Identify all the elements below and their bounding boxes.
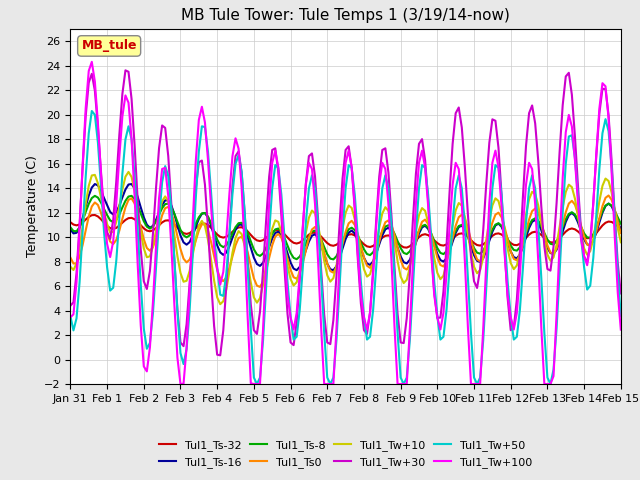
Line: Tul1_Tw+10: Tul1_Tw+10 xyxy=(70,172,621,304)
Tul1_Tw+100 xyxy=(528,166,536,172)
Tul1_Tw+30 xyxy=(335,222,343,228)
Line: Tul1_Ts-8: Tul1_Ts-8 xyxy=(70,196,621,259)
Tul1_Tw+50 xyxy=(152,265,160,271)
Line: Tul1_Tw+50: Tul1_Tw+50 xyxy=(70,111,621,384)
Tul1_Tw+100 xyxy=(225,191,233,197)
Tul1_Ts0 xyxy=(335,254,343,260)
Tul1_Ts-32 xyxy=(115,223,123,228)
Tul1_Ts-8 xyxy=(617,221,625,227)
Tul1_Tw+10 xyxy=(152,228,160,234)
Tul1_Tw+50 xyxy=(335,285,343,291)
Tul1_Ts0 xyxy=(605,192,612,198)
Tul1_Tw+50 xyxy=(617,313,625,319)
Tul1_Tw+30 xyxy=(528,103,536,108)
Tul1_Ts-8 xyxy=(339,239,346,245)
Line: Tul1_Ts0: Tul1_Ts0 xyxy=(70,195,621,287)
Tul1_Tw+10 xyxy=(125,169,132,175)
Tul1_Ts-8 xyxy=(335,247,343,253)
Tul1_Tw+10 xyxy=(113,219,120,225)
Tul1_Ts-16 xyxy=(91,181,99,187)
Tul1_Ts-16 xyxy=(339,246,346,252)
Tul1_Tw+100 xyxy=(67,314,74,320)
Tul1_Tw+10 xyxy=(335,244,343,250)
Y-axis label: Temperature (C): Temperature (C) xyxy=(26,156,38,257)
Tul1_Ts-16 xyxy=(330,267,337,273)
Tul1_Tw+50 xyxy=(253,381,260,387)
Tul1_Tw+30 xyxy=(152,185,160,191)
Line: Tul1_Ts-16: Tul1_Ts-16 xyxy=(70,184,621,270)
Tul1_Ts0 xyxy=(333,264,340,270)
Tul1_Tw+100 xyxy=(339,200,346,206)
Tul1_Ts-8 xyxy=(152,218,160,224)
Tul1_Tw+30 xyxy=(67,303,74,309)
Tul1_Tw+30 xyxy=(216,352,224,358)
Tul1_Ts-16 xyxy=(528,219,536,225)
Tul1_Ts-32 xyxy=(333,242,340,248)
Tul1_Ts-16 xyxy=(67,227,74,232)
Tul1_Ts-32 xyxy=(223,234,230,240)
Tul1_Ts-16 xyxy=(617,227,625,232)
Tul1_Ts-32 xyxy=(335,240,343,245)
Tul1_Tw+100 xyxy=(88,59,95,65)
Tul1_Ts0 xyxy=(525,216,533,222)
Tul1_Tw+30 xyxy=(225,230,233,236)
Tul1_Tw+100 xyxy=(335,260,343,266)
Tul1_Tw+100 xyxy=(617,327,625,333)
Tul1_Ts-16 xyxy=(223,250,230,255)
Tul1_Tw+50 xyxy=(115,216,123,222)
Tul1_Ts-8 xyxy=(67,225,74,230)
Tul1_Tw+10 xyxy=(617,240,625,245)
Tul1_Tw+10 xyxy=(339,225,346,231)
Tul1_Tw+50 xyxy=(223,270,230,276)
Tul1_Tw+30 xyxy=(113,179,120,184)
Tul1_Tw+100 xyxy=(177,381,184,387)
Tul1_Tw+30 xyxy=(617,290,625,296)
Tul1_Tw+100 xyxy=(115,154,123,160)
Tul1_Ts-8 xyxy=(115,212,123,217)
Tul1_Tw+10 xyxy=(67,264,74,270)
Tul1_Ts0 xyxy=(113,237,120,243)
Line: Tul1_Tw+30: Tul1_Tw+30 xyxy=(70,71,621,355)
Tul1_Ts-8 xyxy=(330,256,337,262)
Tul1_Tw+50 xyxy=(88,108,95,114)
Tul1_Tw+30 xyxy=(339,176,346,181)
Tul1_Tw+50 xyxy=(67,313,74,319)
Tul1_Ts-16 xyxy=(152,217,160,223)
Tul1_Tw+10 xyxy=(225,269,233,275)
Tul1_Tw+10 xyxy=(528,189,536,195)
Text: MB_tule: MB_tule xyxy=(81,39,137,52)
Tul1_Tw+50 xyxy=(339,230,346,236)
Line: Tul1_Tw+100: Tul1_Tw+100 xyxy=(70,62,621,384)
Tul1_Ts-32 xyxy=(403,245,411,251)
Tul1_Ts-32 xyxy=(617,226,625,231)
Tul1_Ts-32 xyxy=(152,225,160,231)
Title: MB Tule Tower: Tule Temps 1 (3/19/14-now): MB Tule Tower: Tule Temps 1 (3/19/14-now… xyxy=(181,9,510,24)
Tul1_Tw+10 xyxy=(216,301,224,307)
Tul1_Tw+100 xyxy=(152,244,160,250)
Line: Tul1_Ts-32: Tul1_Ts-32 xyxy=(70,215,621,248)
Tul1_Ts-8 xyxy=(91,193,99,199)
Tul1_Tw+50 xyxy=(528,172,536,178)
Tul1_Ts-16 xyxy=(115,203,123,209)
Tul1_Ts-32 xyxy=(67,219,74,225)
Tul1_Ts-32 xyxy=(528,229,536,235)
Tul1_Ts0 xyxy=(67,255,74,261)
Tul1_Tw+30 xyxy=(122,68,129,73)
Tul1_Ts0 xyxy=(256,284,264,290)
Tul1_Ts-8 xyxy=(223,242,230,248)
Legend: Tul1_Ts-32, Tul1_Ts-16, Tul1_Ts-8, Tul1_Ts0, Tul1_Tw+10, Tul1_Tw+30, Tul1_Tw+50,: Tul1_Ts-32, Tul1_Ts-16, Tul1_Ts-8, Tul1_… xyxy=(155,436,536,472)
Tul1_Ts-16 xyxy=(335,255,343,261)
Tul1_Ts-32 xyxy=(91,212,99,218)
Tul1_Ts0 xyxy=(617,230,625,236)
Tul1_Ts0 xyxy=(220,278,227,284)
Tul1_Ts0 xyxy=(149,244,157,250)
Tul1_Ts-8 xyxy=(528,217,536,223)
